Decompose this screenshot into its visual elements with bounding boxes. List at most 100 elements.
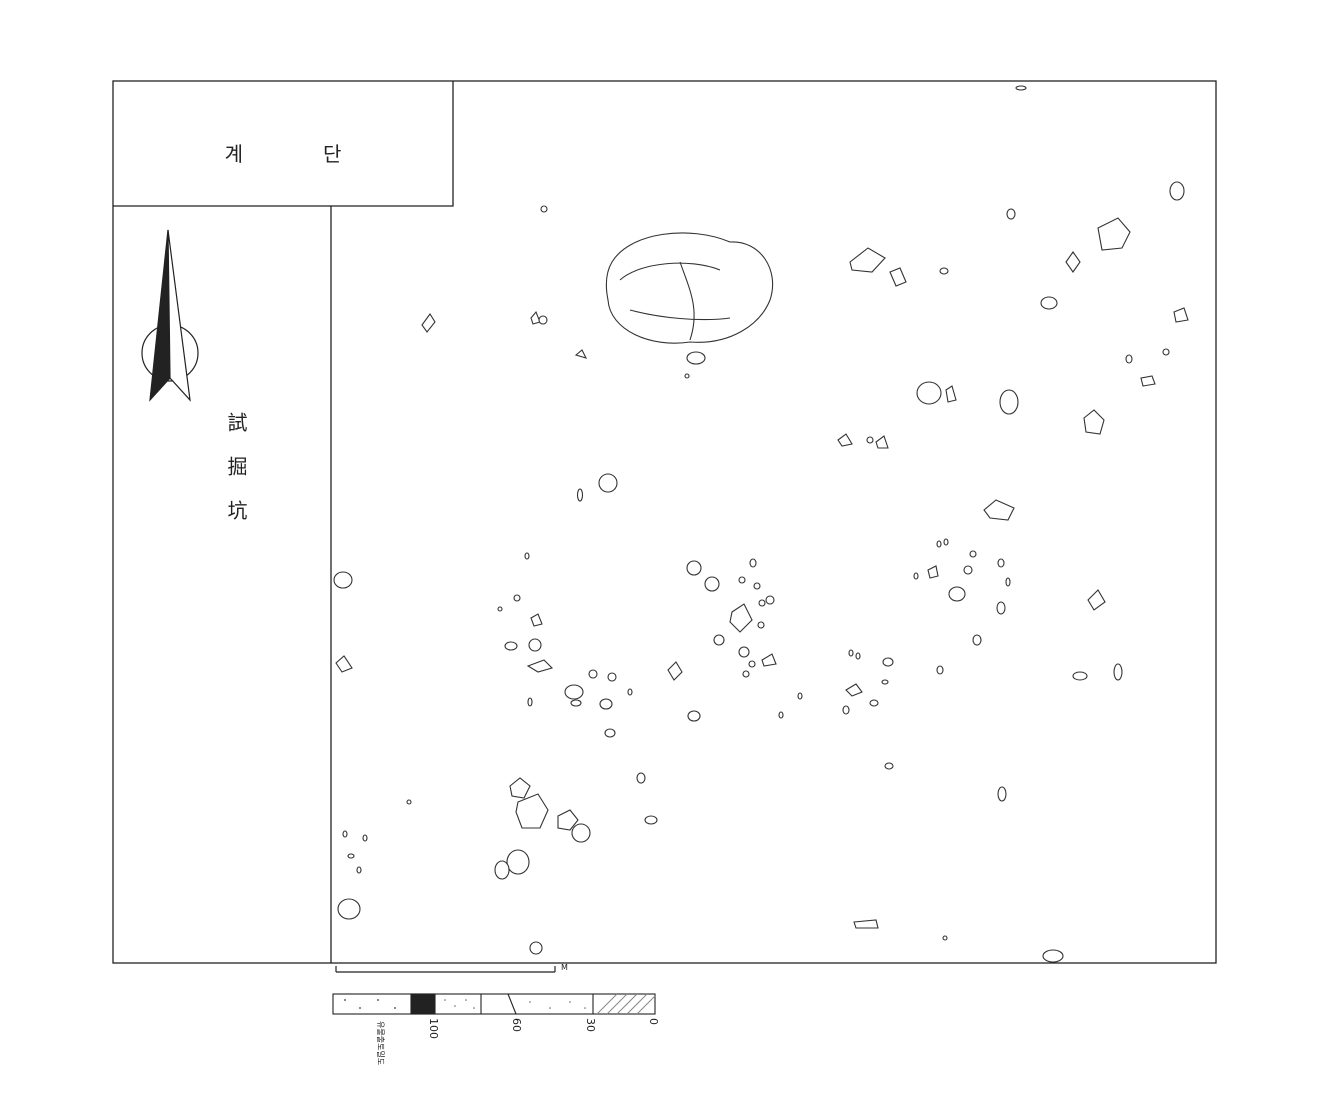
stone (588, 669, 598, 679)
stone (757, 621, 765, 629)
stone (729, 603, 753, 633)
legend-tick-30: 30 (584, 1018, 597, 1032)
stone (333, 571, 353, 589)
stone (627, 688, 633, 696)
stone (849, 247, 886, 273)
stone (687, 710, 701, 722)
stone (855, 652, 861, 660)
stone (576, 488, 584, 502)
stone (557, 809, 579, 831)
stone (845, 683, 863, 697)
step-area-border (113, 81, 454, 207)
stone (797, 692, 803, 700)
stone (972, 634, 982, 646)
stone (1005, 577, 1011, 587)
stone (738, 646, 750, 658)
stone (1065, 251, 1081, 273)
stone (738, 576, 746, 584)
stone (524, 552, 530, 560)
density-legend (332, 993, 656, 1015)
stone (599, 698, 613, 710)
stone (853, 919, 879, 929)
stone (667, 661, 683, 681)
stone (742, 670, 750, 678)
stone (916, 381, 942, 405)
stone (939, 267, 949, 275)
stone (778, 711, 784, 719)
stone (948, 586, 966, 602)
stone (335, 655, 353, 673)
stone (996, 601, 1006, 615)
stone (509, 777, 531, 799)
stone (347, 853, 355, 859)
stone (356, 866, 362, 874)
stone (1169, 181, 1185, 201)
stone (686, 351, 706, 365)
stone (527, 697, 533, 707)
stone (1042, 949, 1064, 963)
stone (875, 435, 889, 449)
stone (1072, 671, 1088, 681)
stone (983, 499, 1015, 521)
stone (362, 834, 368, 842)
stone (494, 860, 510, 880)
stone (963, 565, 973, 575)
stone (686, 560, 702, 576)
stone (1015, 85, 1027, 91)
stone (607, 672, 617, 682)
stone (504, 641, 518, 651)
stone (497, 606, 503, 612)
stones (333, 85, 1189, 963)
stone (1125, 354, 1133, 364)
stone (945, 385, 957, 403)
stone (869, 699, 879, 707)
stone (704, 576, 720, 592)
stone (881, 679, 889, 685)
stone (997, 558, 1005, 568)
north-arrow-icon (141, 229, 199, 402)
stone (753, 582, 761, 590)
stone (936, 540, 942, 548)
scale-unit-label: M (561, 963, 568, 972)
stone (837, 433, 853, 447)
stone (526, 659, 554, 673)
stone (571, 823, 591, 843)
large-boulder (605, 232, 774, 344)
stone (506, 849, 530, 875)
stone (1040, 296, 1058, 310)
stone (842, 705, 850, 715)
stone (421, 313, 436, 333)
stone (748, 660, 756, 668)
stone (749, 558, 757, 568)
stone (564, 684, 584, 700)
scale-bar (335, 966, 556, 973)
stone (529, 941, 543, 955)
stone (570, 699, 582, 707)
stone (530, 310, 541, 325)
stone (538, 315, 548, 325)
stone (927, 565, 939, 579)
legend-tick-60: 60 (510, 1018, 523, 1032)
legend-tick-0: 0 (647, 1018, 660, 1025)
legend-note: 유물출토밀도 (376, 1021, 385, 1066)
stone (761, 653, 777, 667)
stone (530, 613, 543, 627)
stone (1113, 663, 1123, 681)
stone (848, 649, 854, 657)
stone (997, 786, 1007, 802)
stone (528, 638, 542, 652)
stone (765, 595, 775, 605)
stone (342, 830, 348, 838)
stone (1173, 307, 1189, 323)
stone (942, 935, 948, 941)
stone (866, 436, 874, 444)
stone (1083, 409, 1105, 435)
stone (889, 267, 907, 287)
stone (1097, 217, 1131, 251)
stone (406, 799, 412, 805)
stone (713, 634, 725, 646)
stone (1087, 589, 1106, 611)
stone (1006, 208, 1016, 220)
stone (644, 815, 658, 825)
